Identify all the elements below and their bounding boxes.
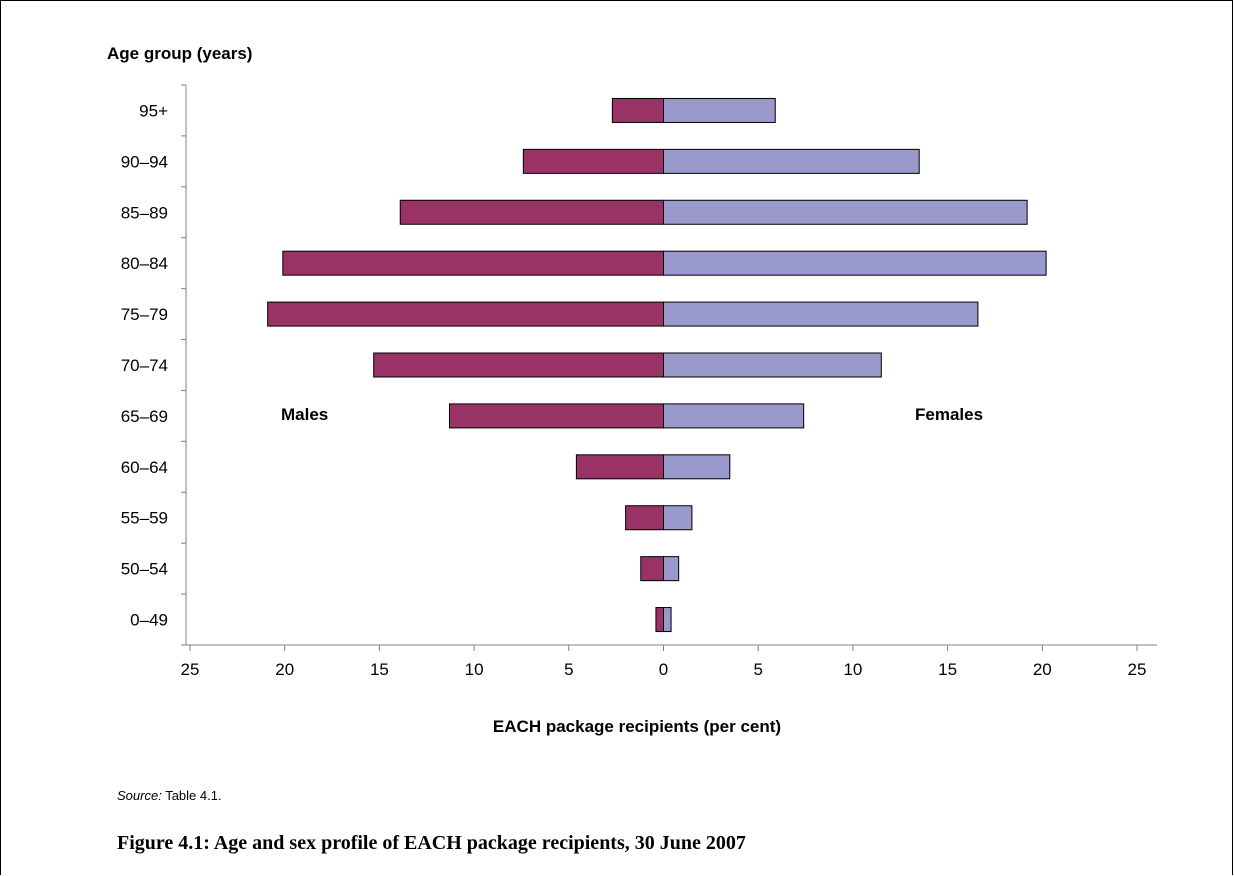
y-tick-label-5: 75–79: [121, 305, 168, 324]
bar-females-1: [663, 97, 776, 123]
y-tick-label-3: 85–89: [121, 203, 168, 222]
x-tick-label-10: 20: [1033, 660, 1052, 679]
series-label-males: Males: [281, 405, 328, 424]
x-tick-labels: 25 20 15 10 5 0 5 10 15 20 25: [181, 660, 1147, 679]
y-tick-labels: 95+ 90–94 85–89 80–84 75–79 70–74 65–69 60–64 55…: [121, 101, 168, 629]
bar-females-9: [663, 505, 693, 531]
figure-caption: Figure 4.1: Age and sex profile of EACH …: [117, 832, 746, 854]
y-tick-label-2: 90–94: [121, 152, 168, 171]
x-tick-label-8: 10: [843, 660, 862, 679]
x-tick-label-11: 25: [1128, 660, 1147, 679]
bar-males-6: [373, 352, 664, 378]
bar-males-11: [655, 607, 665, 633]
bar-males-5: [267, 301, 664, 327]
x-tick-label-1: 25: [181, 660, 200, 679]
x-tick-label-7: 5: [753, 660, 762, 679]
bar-females-8: [663, 454, 731, 480]
x-tick-label-3: 15: [370, 660, 389, 679]
y-tick-label-10: 50–54: [121, 560, 168, 579]
bar-males-3: [399, 199, 664, 225]
x-tick-label-4: 10: [465, 660, 484, 679]
y-tick-label-8: 60–64: [121, 458, 168, 477]
y-tick-label-1: 95+: [139, 101, 168, 120]
bar-males-4: [282, 250, 664, 276]
source-text: Table 4.1.: [161, 788, 222, 803]
bar-females-11: [663, 607, 672, 633]
y-tick-label-6: 70–74: [121, 356, 168, 375]
y-tick-label-11: 0–49: [130, 611, 168, 630]
x-tick-label-9: 15: [938, 660, 957, 679]
bar-males-1: [611, 97, 664, 123]
bars-group: [267, 97, 1047, 633]
y-tick-label-9: 55–59: [121, 509, 168, 528]
y-tick-label-4: 80–84: [121, 254, 168, 273]
source-note: Source: Table 4.1.: [117, 788, 222, 803]
x-tick-label-5: 5: [564, 660, 573, 679]
bar-males-2: [522, 148, 664, 174]
x-tick-label-2: 20: [275, 660, 294, 679]
series-label-females: Females: [915, 405, 983, 424]
y-axis-title: Age group (years): [107, 44, 252, 63]
bar-females-3: [663, 199, 1028, 225]
bar-females-7: [663, 403, 805, 429]
bar-males-10: [640, 556, 664, 582]
source-label: Source:: [117, 788, 162, 803]
bar-males-8: [575, 454, 664, 480]
x-tick-label-6: 0: [659, 660, 668, 679]
axes-group: [181, 84, 1157, 651]
y-tick-label-7: 65–69: [121, 407, 168, 426]
bar-females-6: [663, 352, 882, 378]
x-axis-title: EACH package recipients (per cent): [493, 717, 781, 736]
bar-males-9: [625, 505, 664, 531]
bar-males-7: [448, 403, 664, 429]
bar-females-10: [663, 556, 680, 582]
bar-females-4: [663, 250, 1047, 276]
bar-females-5: [663, 301, 979, 327]
bar-females-2: [663, 148, 920, 174]
